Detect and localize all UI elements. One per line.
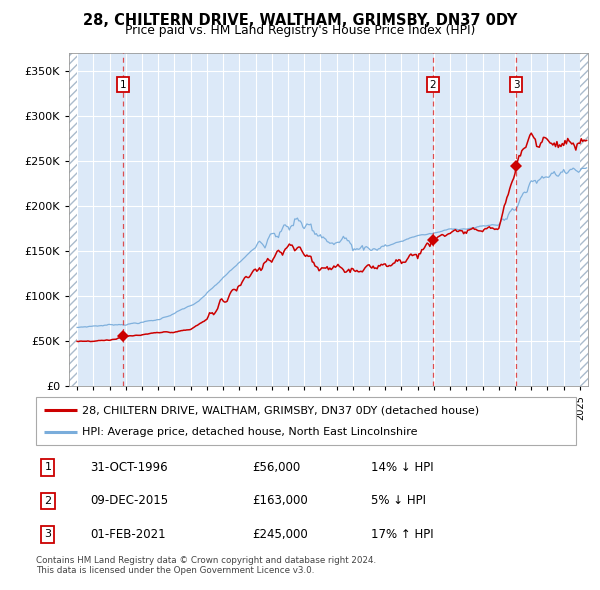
Text: Price paid vs. HM Land Registry's House Price Index (HPI): Price paid vs. HM Land Registry's House …: [125, 24, 475, 37]
Text: £245,000: £245,000: [252, 528, 308, 541]
Text: 3: 3: [44, 529, 52, 539]
Text: 09-DEC-2015: 09-DEC-2015: [90, 494, 168, 507]
Text: 14% ↓ HPI: 14% ↓ HPI: [371, 461, 433, 474]
Text: 2: 2: [430, 80, 436, 90]
Bar: [69, 53, 77, 386]
Text: 3: 3: [513, 80, 520, 90]
FancyBboxPatch shape: [36, 397, 576, 445]
Text: 28, CHILTERN DRIVE, WALTHAM, GRIMSBY, DN37 0DY: 28, CHILTERN DRIVE, WALTHAM, GRIMSBY, DN…: [83, 12, 517, 28]
Text: 17% ↑ HPI: 17% ↑ HPI: [371, 528, 433, 541]
Text: 1: 1: [44, 463, 52, 473]
Text: HPI: Average price, detached house, North East Lincolnshire: HPI: Average price, detached house, Nort…: [82, 427, 418, 437]
Text: £56,000: £56,000: [252, 461, 300, 474]
Text: 2: 2: [44, 496, 52, 506]
Text: 28, CHILTERN DRIVE, WALTHAM, GRIMSBY, DN37 0DY (detached house): 28, CHILTERN DRIVE, WALTHAM, GRIMSBY, DN…: [82, 405, 479, 415]
Text: 01-FEB-2021: 01-FEB-2021: [90, 528, 166, 541]
Text: 1: 1: [120, 80, 127, 90]
Text: £163,000: £163,000: [252, 494, 308, 507]
Text: 5% ↓ HPI: 5% ↓ HPI: [371, 494, 426, 507]
Text: 31-OCT-1996: 31-OCT-1996: [90, 461, 167, 474]
Bar: [580, 53, 588, 386]
Text: Contains HM Land Registry data © Crown copyright and database right 2024.
This d: Contains HM Land Registry data © Crown c…: [36, 556, 376, 575]
